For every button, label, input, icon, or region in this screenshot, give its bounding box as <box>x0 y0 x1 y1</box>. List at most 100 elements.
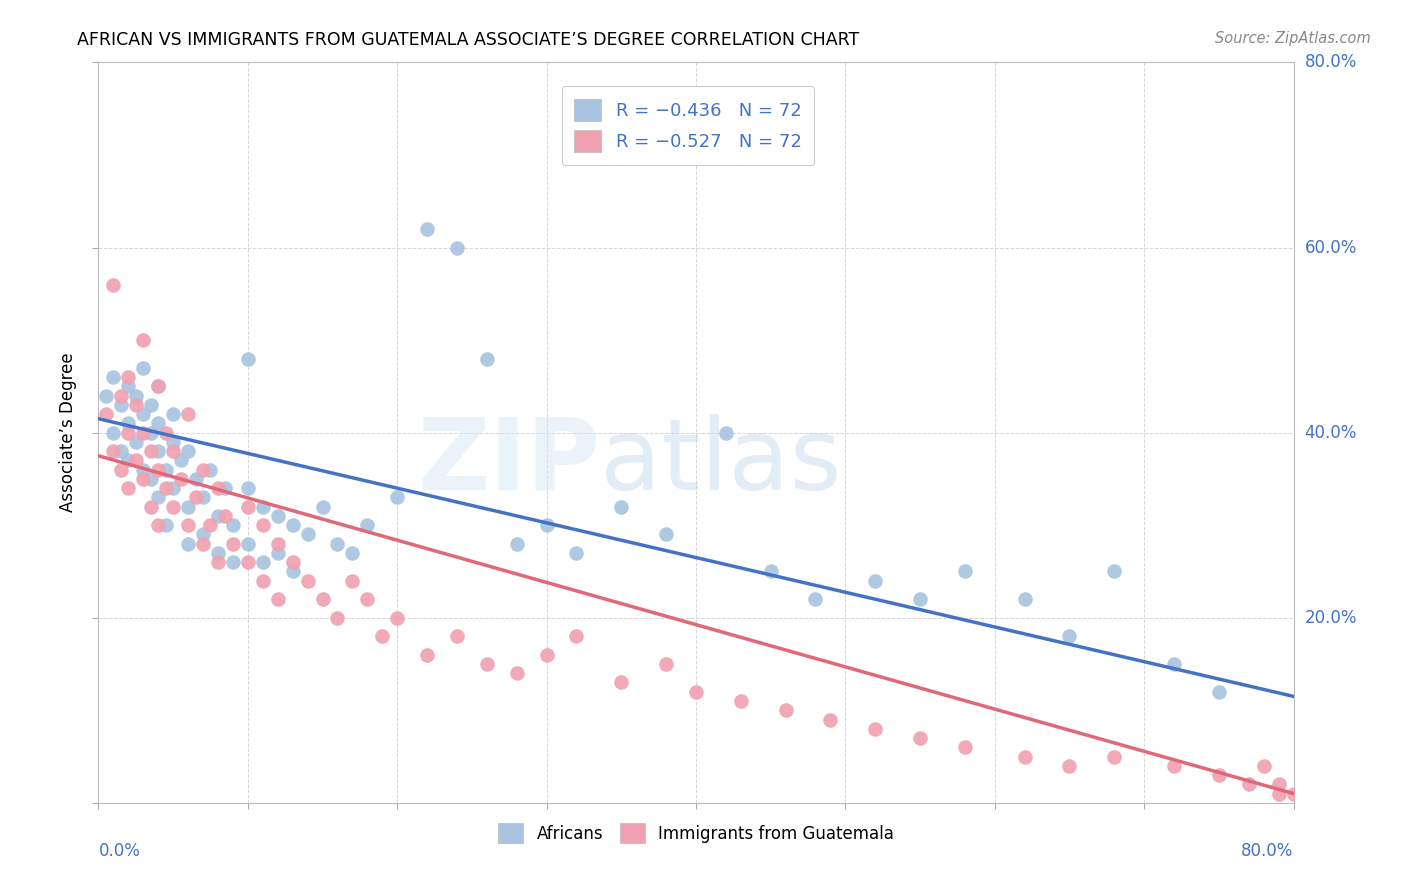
Point <box>820 713 842 727</box>
Point <box>125 434 148 449</box>
Point <box>110 462 132 476</box>
Point <box>207 481 229 495</box>
Point <box>117 481 139 495</box>
Point <box>148 379 170 393</box>
Point <box>214 508 236 523</box>
Point <box>610 675 633 690</box>
Point <box>139 425 162 440</box>
Point <box>132 425 155 440</box>
Point <box>155 481 177 495</box>
Point <box>125 398 148 412</box>
Point <box>908 592 931 607</box>
Point <box>117 425 139 440</box>
Point <box>177 444 200 458</box>
Point <box>132 333 155 347</box>
Point <box>326 610 349 624</box>
Point <box>132 472 155 486</box>
Point <box>125 388 148 402</box>
Text: 20.0%: 20.0% <box>1305 608 1357 627</box>
Point <box>191 462 214 476</box>
Point <box>953 565 976 579</box>
Point <box>117 379 139 393</box>
Point <box>297 574 319 588</box>
Point <box>236 555 259 569</box>
Point <box>148 444 170 458</box>
Point <box>207 508 229 523</box>
Text: 80.0%: 80.0% <box>1241 842 1294 860</box>
Point <box>416 222 439 236</box>
Point <box>148 491 170 505</box>
Point <box>1163 657 1185 671</box>
Text: 60.0%: 60.0% <box>1305 238 1357 257</box>
Point <box>252 518 274 533</box>
Point <box>446 240 468 255</box>
Point <box>865 574 887 588</box>
Point <box>865 722 887 736</box>
Point <box>655 657 678 671</box>
Point <box>685 685 707 699</box>
Text: atlas: atlas <box>600 414 842 511</box>
Point <box>252 555 274 569</box>
Point <box>117 453 139 467</box>
Point <box>953 740 976 755</box>
Point <box>191 527 214 541</box>
Point <box>191 536 214 550</box>
Point <box>536 648 558 662</box>
Point <box>236 481 259 495</box>
Point <box>103 277 125 292</box>
Point <box>311 500 333 514</box>
Point <box>162 500 184 514</box>
Point <box>536 518 558 533</box>
Point <box>416 648 439 662</box>
Point <box>162 434 184 449</box>
Point <box>267 546 290 560</box>
Point <box>281 518 304 533</box>
Point <box>103 444 125 458</box>
Point <box>342 546 364 560</box>
Point <box>1208 685 1230 699</box>
Text: AFRICAN VS IMMIGRANTS FROM GUATEMALA ASSOCIATE’S DEGREE CORRELATION CHART: AFRICAN VS IMMIGRANTS FROM GUATEMALA ASS… <box>77 31 859 49</box>
Point <box>184 472 207 486</box>
Point <box>155 518 177 533</box>
Point <box>236 351 259 366</box>
Point <box>214 481 236 495</box>
Point <box>148 417 170 431</box>
Point <box>356 518 378 533</box>
Point <box>162 444 184 458</box>
Point <box>371 629 394 643</box>
Point <box>162 407 184 421</box>
Legend: Africans, Immigrants from Guatemala: Africans, Immigrants from Guatemala <box>491 816 901 850</box>
Point <box>1282 787 1305 801</box>
Point <box>200 462 222 476</box>
Point <box>1267 787 1289 801</box>
Point <box>139 398 162 412</box>
Point <box>162 481 184 495</box>
Y-axis label: Associate’s Degree: Associate’s Degree <box>59 353 77 512</box>
Point <box>1237 777 1260 791</box>
Point <box>1253 758 1275 772</box>
Point <box>1104 749 1126 764</box>
Point <box>103 425 125 440</box>
Point <box>110 388 132 402</box>
Text: Source: ZipAtlas.com: Source: ZipAtlas.com <box>1215 31 1371 46</box>
Point <box>446 629 468 643</box>
Point <box>1014 592 1036 607</box>
Point <box>222 536 245 550</box>
Point <box>184 491 207 505</box>
Point <box>117 370 139 384</box>
Point <box>110 444 132 458</box>
Point <box>1104 565 1126 579</box>
Point <box>125 453 148 467</box>
Point <box>281 565 304 579</box>
Point <box>139 472 162 486</box>
Point <box>385 491 409 505</box>
Point <box>1059 629 1081 643</box>
Point <box>506 666 529 681</box>
Point <box>169 453 191 467</box>
Point <box>1208 768 1230 782</box>
Point <box>267 536 290 550</box>
Point <box>222 518 245 533</box>
Point <box>103 370 125 384</box>
Point <box>148 462 170 476</box>
Text: ZIP: ZIP <box>418 414 600 511</box>
